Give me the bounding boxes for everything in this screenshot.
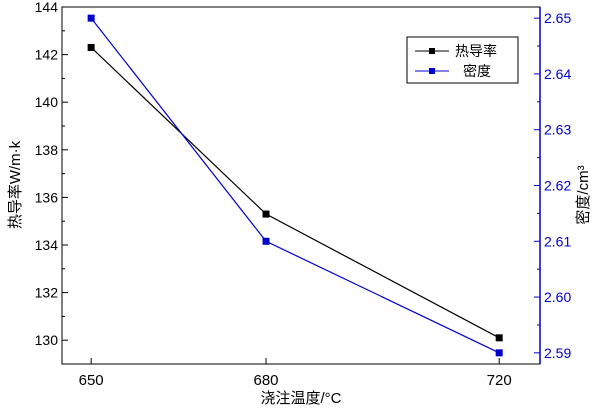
x-tick-label: 650 bbox=[79, 372, 104, 389]
y-left-tick-label: 140 bbox=[35, 94, 59, 110]
x-tick-label: 680 bbox=[254, 372, 279, 389]
series-line-0 bbox=[90, 47, 500, 339]
series-layer bbox=[87, 14, 503, 357]
y-right-tick-label: 2.61 bbox=[544, 233, 571, 249]
legend-marker-thermal bbox=[429, 48, 435, 54]
y-left-tick-label: 144 bbox=[35, 0, 59, 15]
y-left-tick-label: 134 bbox=[35, 237, 59, 253]
y-right-axis-label: 密度/cm³ bbox=[575, 165, 592, 224]
y-right-tick-label: 2.62 bbox=[544, 178, 571, 194]
series-point-0 bbox=[495, 334, 503, 342]
series-point-1 bbox=[262, 237, 270, 245]
x-axis: 650 680 720 bbox=[79, 358, 512, 389]
legend: 热导率 密度 bbox=[406, 36, 519, 84]
series-point-1 bbox=[87, 14, 95, 22]
legend-label-thermal: 热导率 bbox=[455, 43, 497, 59]
y-right-tick-label: 2.59 bbox=[544, 345, 571, 361]
series-point-0 bbox=[262, 210, 270, 218]
y-left-tick-label: 136 bbox=[35, 189, 59, 205]
y-right-tick-label: 2.64 bbox=[544, 66, 571, 82]
x-tick-label: 720 bbox=[487, 372, 512, 389]
y-left-tick-label: 142 bbox=[35, 47, 59, 63]
y-left-axis-label: 热导率W/m·k bbox=[7, 140, 24, 229]
y-left-tick-label: 130 bbox=[35, 332, 59, 348]
y-left-tick-label: 132 bbox=[35, 285, 59, 301]
y-right-axis: 2.59 2.60 2.61 2.62 2.63 2.64 2.65 bbox=[534, 7, 571, 364]
y-right-tick-label: 2.63 bbox=[544, 122, 571, 138]
y-left-axis: 130 132 134 136 138 140 142 144 bbox=[35, 0, 68, 348]
series-point-1 bbox=[495, 349, 503, 357]
legend-marker-density bbox=[429, 68, 435, 74]
y-left-tick-label: 138 bbox=[35, 142, 59, 158]
y-right-tick-label: 2.65 bbox=[544, 10, 571, 26]
series-point-0 bbox=[87, 43, 95, 51]
y-right-tick-label: 2.60 bbox=[544, 289, 571, 305]
legend-box bbox=[406, 36, 519, 84]
x-axis-label: 浇注温度/°C bbox=[261, 390, 342, 407]
legend-label-density: 密度 bbox=[463, 63, 491, 79]
